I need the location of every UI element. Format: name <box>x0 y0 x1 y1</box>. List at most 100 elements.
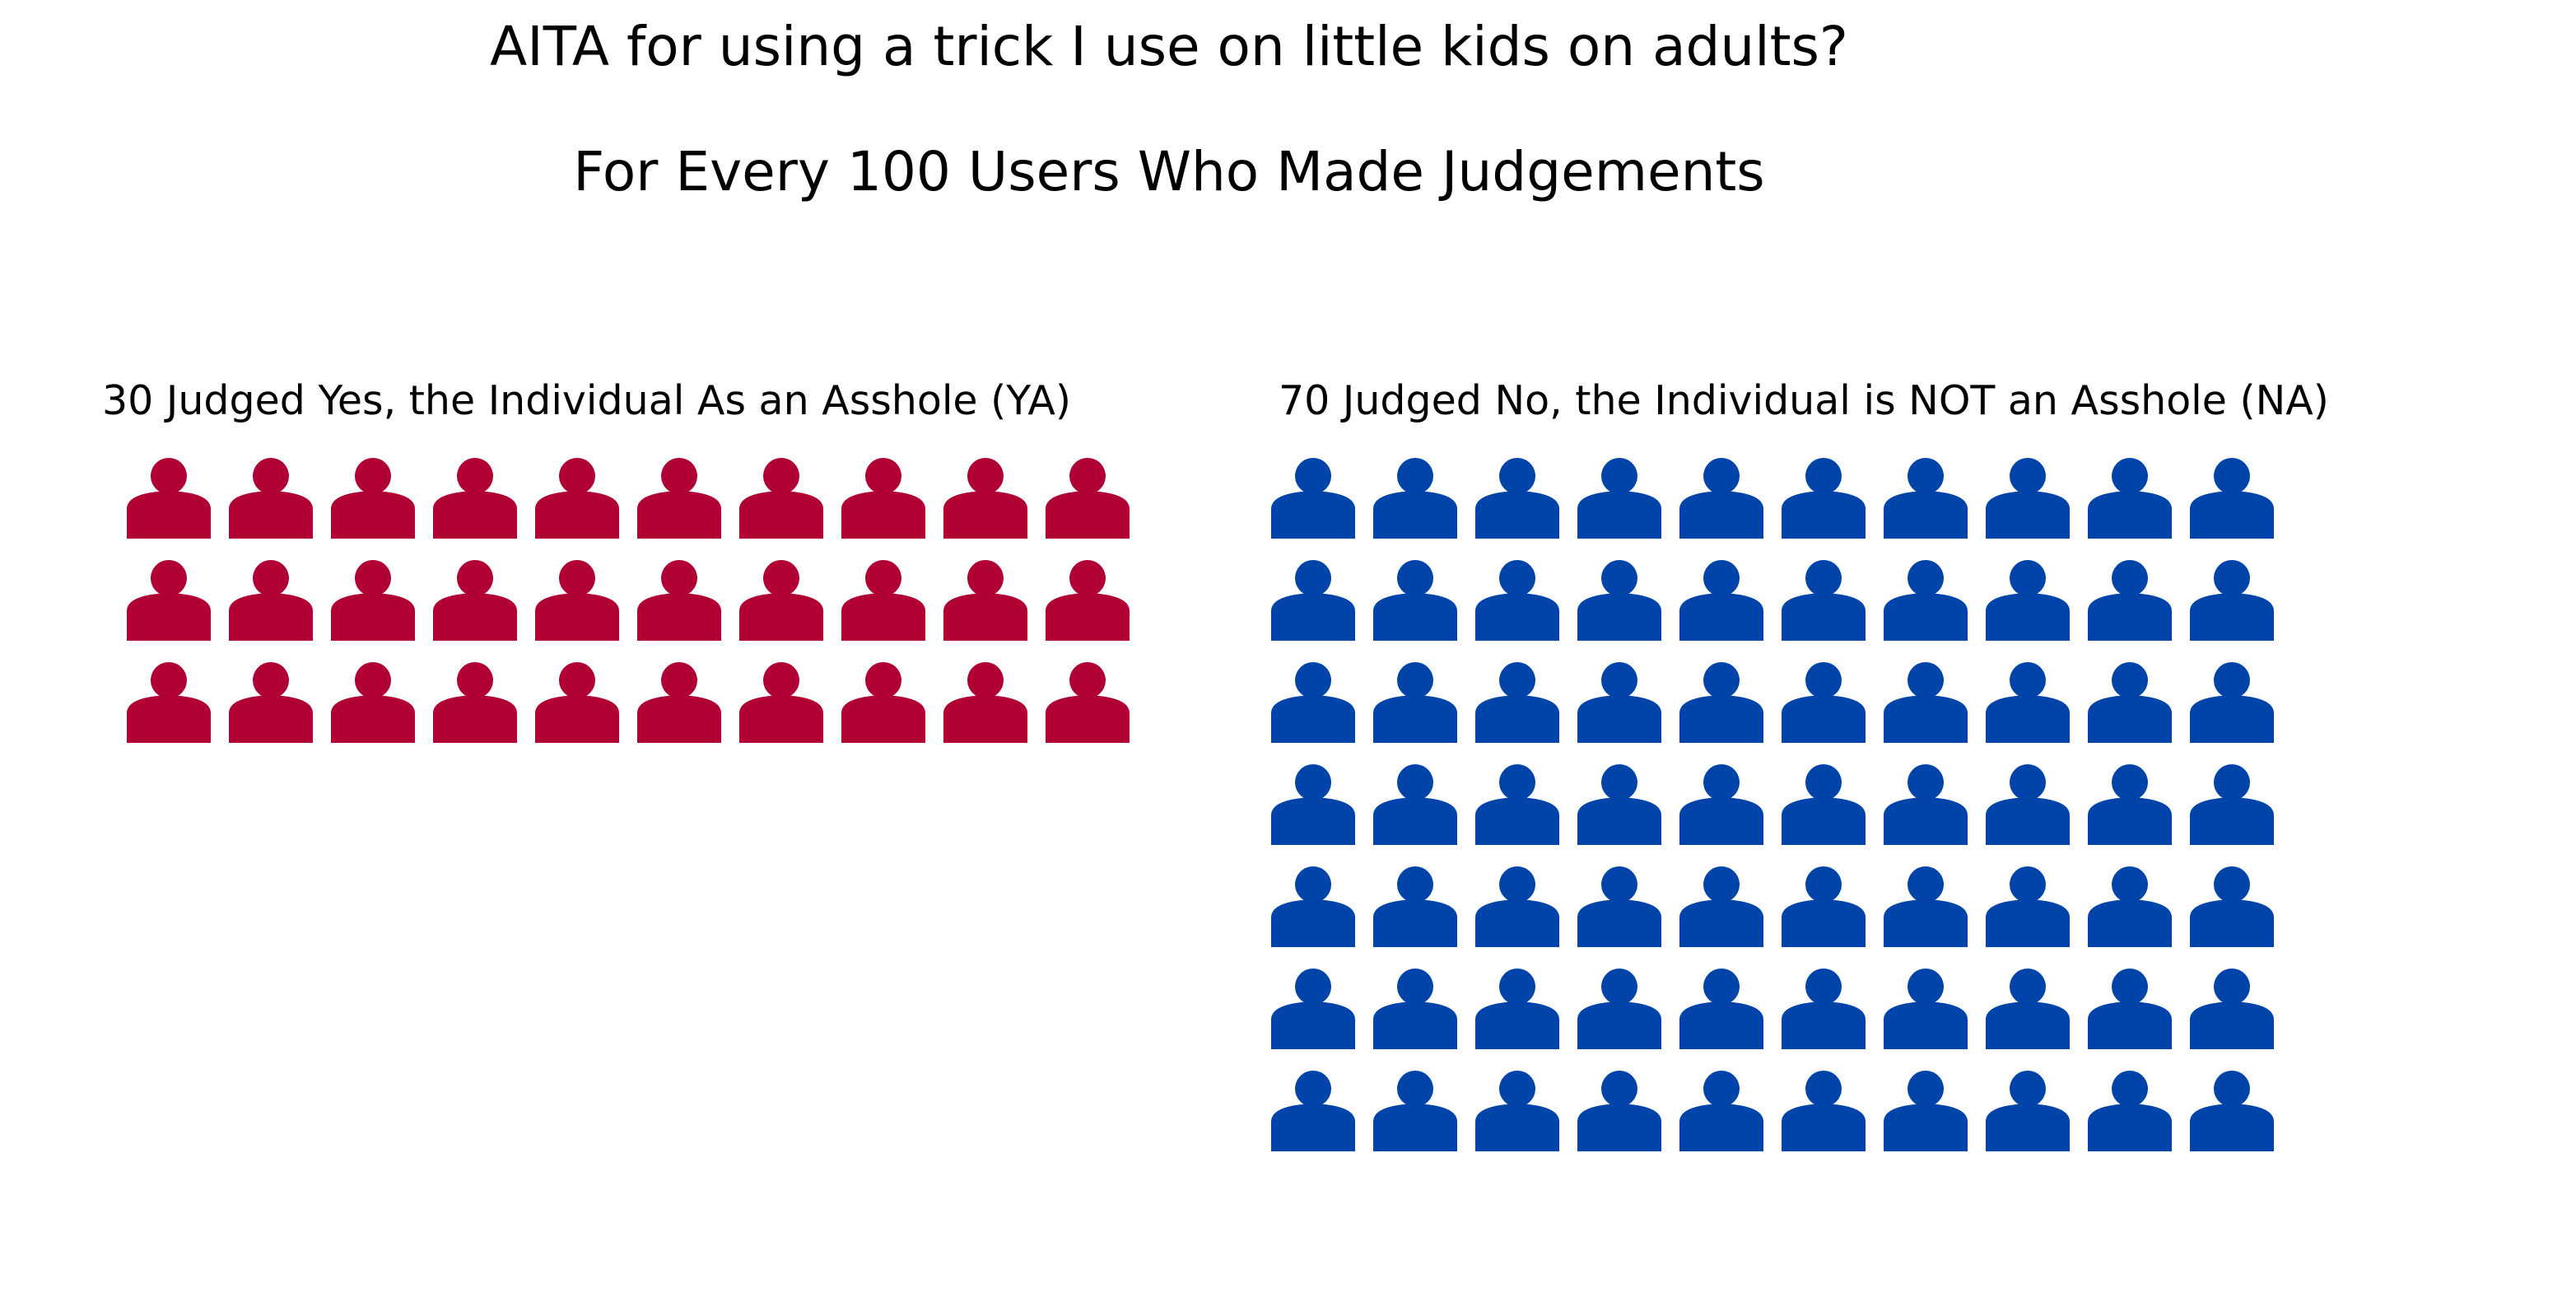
person-icon <box>535 458 619 539</box>
person-icon <box>943 560 1027 641</box>
person-icon <box>331 458 415 539</box>
person-icon <box>1271 969 1355 1049</box>
person-icon <box>1986 866 2070 947</box>
person-icon <box>1782 560 1866 641</box>
person-icon <box>1046 458 1130 539</box>
person-icon <box>1884 560 1968 641</box>
person-icon <box>1986 969 2070 1049</box>
person-icon <box>1271 458 1355 539</box>
person-icon <box>1373 969 1457 1049</box>
person-icon <box>535 560 619 641</box>
person-icon <box>331 662 415 743</box>
person-icon <box>1577 458 1661 539</box>
person-icon <box>229 458 313 539</box>
person-icon <box>1373 1071 1457 1151</box>
person-icon <box>841 560 925 641</box>
person-icon <box>1679 764 1763 845</box>
person-icon <box>637 560 721 641</box>
person-icon <box>1884 969 1968 1049</box>
person-icon <box>1475 969 1559 1049</box>
person-icon <box>1271 560 1355 641</box>
person-icon <box>1986 662 2070 743</box>
person-icon <box>1475 458 1559 539</box>
person-icon <box>2088 458 2172 539</box>
person-icon <box>1884 458 1968 539</box>
person-icon <box>1373 662 1457 743</box>
person-icon <box>127 560 211 641</box>
person-icon <box>1679 560 1763 641</box>
person-icon <box>1475 764 1559 845</box>
person-icon <box>1884 866 1968 947</box>
person-icon <box>739 560 823 641</box>
person-icon <box>2190 458 2274 539</box>
person-icon <box>1373 866 1457 947</box>
person-icon <box>1884 662 1968 743</box>
person-icon <box>637 458 721 539</box>
person-icon <box>739 662 823 743</box>
person-icon <box>1782 866 1866 947</box>
person-icon <box>433 662 517 743</box>
person-icon <box>2088 662 2172 743</box>
person-icon <box>2190 764 2274 845</box>
person-icon <box>841 458 925 539</box>
person-icon <box>2088 969 2172 1049</box>
person-icon <box>1271 764 1355 845</box>
person-icon <box>2190 1071 2274 1151</box>
person-icon <box>1884 1071 1968 1151</box>
series-group-ya <box>127 458 1130 743</box>
person-icon <box>1986 1071 2070 1151</box>
person-icon <box>841 662 925 743</box>
person-icon <box>229 662 313 743</box>
person-icon <box>1373 764 1457 845</box>
person-icon <box>1577 560 1661 641</box>
person-icon <box>1782 764 1866 845</box>
person-icon <box>127 458 211 539</box>
person-icon <box>1046 560 1130 641</box>
person-icon <box>1475 866 1559 947</box>
person-icon <box>2190 866 2274 947</box>
person-icon <box>1782 662 1866 743</box>
person-icon <box>1373 458 1457 539</box>
person-icon <box>1577 969 1661 1049</box>
person-icon <box>1679 969 1763 1049</box>
person-icon <box>1475 560 1559 641</box>
person-icon <box>637 662 721 743</box>
panel-label-ya: 30 Judged Yes, the Individual As an Assh… <box>102 377 1072 424</box>
person-icon <box>1577 662 1661 743</box>
person-icon <box>535 662 619 743</box>
person-icon <box>2088 764 2172 845</box>
person-icon <box>2190 969 2274 1049</box>
person-icon <box>1475 1071 1559 1151</box>
person-icon <box>331 560 415 641</box>
person-icon <box>1679 662 1763 743</box>
person-icon <box>1679 1071 1763 1151</box>
person-icon <box>1577 866 1661 947</box>
person-icon <box>739 458 823 539</box>
person-icon <box>1782 458 1866 539</box>
person-icon <box>1986 458 2070 539</box>
person-icon <box>1679 866 1763 947</box>
person-icon <box>229 560 313 641</box>
person-icon <box>1986 560 2070 641</box>
person-icon <box>1577 1071 1661 1151</box>
person-icon <box>1679 458 1763 539</box>
person-icon <box>2088 1071 2172 1151</box>
person-icon <box>2190 560 2274 641</box>
person-icon <box>1986 764 2070 845</box>
person-icon <box>433 458 517 539</box>
person-icon <box>2190 662 2274 743</box>
person-icon <box>1271 1071 1355 1151</box>
person-icon <box>943 458 1027 539</box>
person-icon <box>1577 764 1661 845</box>
person-icon <box>1782 969 1866 1049</box>
chart-subtitle: For Every 100 Users Who Made Judgements <box>573 140 1765 203</box>
person-icon <box>2088 866 2172 947</box>
person-icon <box>1884 764 1968 845</box>
person-icon <box>1046 662 1130 743</box>
person-icon <box>433 560 517 641</box>
panel-label-na: 70 Judged No, the Individual is NOT an A… <box>1279 377 2329 424</box>
chart-title: AITA for using a trick I use on little k… <box>490 15 1848 78</box>
person-icon <box>1782 1071 1866 1151</box>
series-group-na <box>1271 458 2274 1151</box>
